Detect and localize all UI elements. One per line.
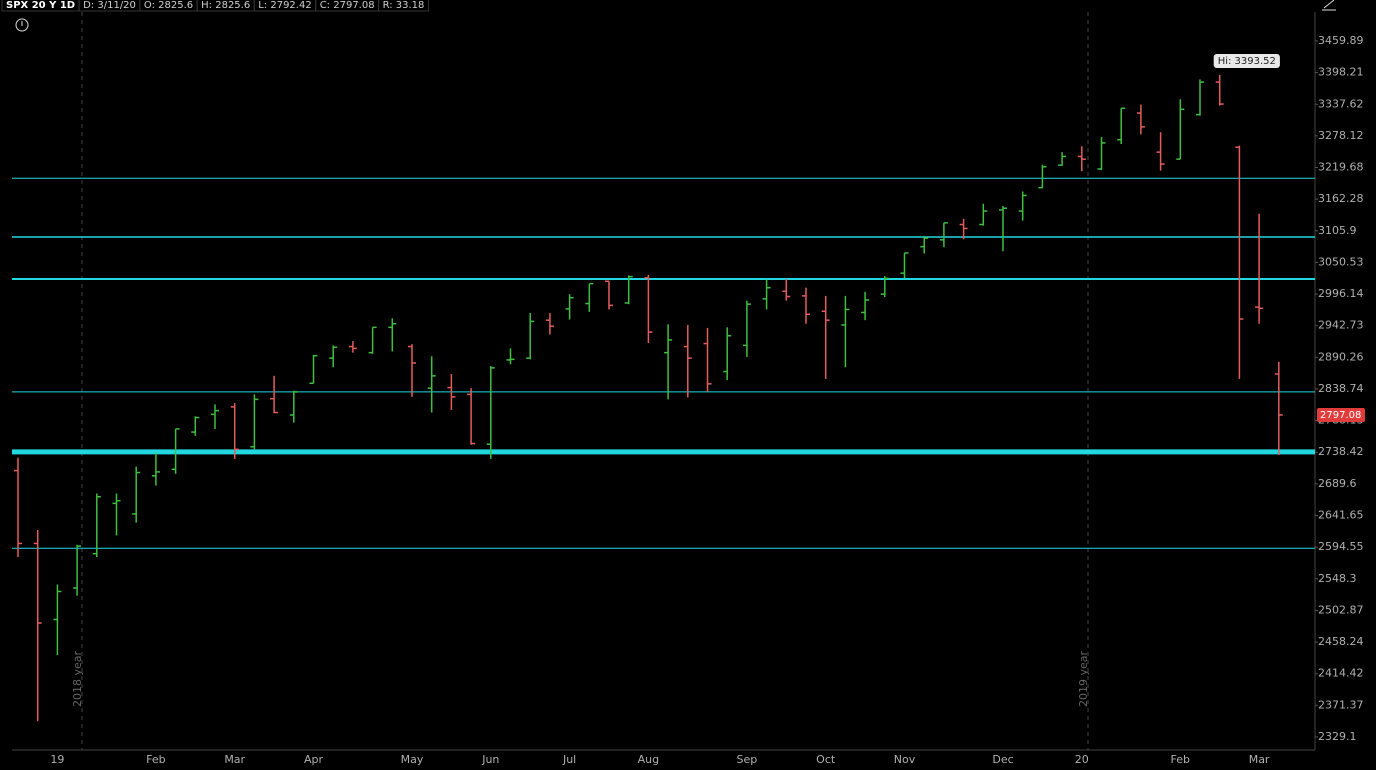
y-tick-label: 2371.37 xyxy=(1318,698,1364,711)
y-tick-label: 3459.89 xyxy=(1318,34,1364,47)
header-item: SPX 20 Y 1D xyxy=(6,0,75,11)
x-tick-label: Jul xyxy=(562,753,576,766)
x-tick-label: Feb xyxy=(1171,753,1190,766)
y-tick-label: 3398.21 xyxy=(1318,66,1364,79)
x-tick-label: Aug xyxy=(638,753,659,766)
last-price-box xyxy=(1317,407,1365,422)
y-tick-label: 3050.53 xyxy=(1318,255,1364,268)
header: SPX 20 Y 1D D: 3/11/20 O: 2825.6 H: 2825.6 L… xyxy=(1,0,429,12)
x-tick-label: Feb xyxy=(146,753,165,766)
x-tick-label: Dec xyxy=(992,753,1013,766)
header-item: R: 33.18 xyxy=(383,0,425,11)
x-tick-label: Mar xyxy=(1249,753,1270,766)
y-tick-label: 2641.65 xyxy=(1318,509,1364,522)
y-tick-label: 3162.28 xyxy=(1318,192,1364,205)
y-tick-label: 2594.55 xyxy=(1318,540,1364,553)
x-tick-label: May xyxy=(401,753,424,766)
y-tick-label: 3105.9 xyxy=(1318,224,1357,237)
header-item: O: 2825.6 xyxy=(144,0,193,11)
x-tick-label: Apr xyxy=(304,753,324,766)
x-tick-label: Oct xyxy=(816,753,836,766)
y-tick-label: 2502.87 xyxy=(1318,603,1364,616)
header-item: C: 2797.08 xyxy=(320,0,375,11)
x-tick-label: Jun xyxy=(481,753,499,766)
y-tick-label: 3219.68 xyxy=(1318,161,1364,174)
y-tick-label: 2329.1 xyxy=(1318,730,1357,743)
x-tick-label: Mar xyxy=(224,753,245,766)
high-label: Hi: 3393.52 xyxy=(1218,56,1276,67)
y-tick-label: 3278.12 xyxy=(1318,129,1364,142)
x-tick-label: 19 xyxy=(50,753,64,766)
header-item: L: 2792.42 xyxy=(258,0,311,11)
x-tick-label: Sep xyxy=(737,753,758,766)
header-item: H: 2825.6 xyxy=(201,0,250,11)
header-box xyxy=(378,0,429,12)
y-tick-label: 2838.74 xyxy=(1318,382,1364,395)
y-tick-label: 3337.62 xyxy=(1318,97,1364,110)
year-label: 2018 year xyxy=(71,650,84,707)
y-tick-label: 2458.24 xyxy=(1318,635,1364,648)
x-tick-label: 20 xyxy=(1075,753,1089,766)
y-tick-label: 2414.42 xyxy=(1318,667,1364,680)
year-label: 2019 year xyxy=(1077,650,1090,707)
y-tick-label: 2548.3 xyxy=(1318,572,1357,585)
y-tick-label: 2996.14 xyxy=(1318,287,1364,300)
x-tick-label: Nov xyxy=(894,753,916,766)
info-icon[interactable] xyxy=(15,18,29,32)
y-tick-label: 2738.42 xyxy=(1318,445,1364,458)
draw-tool-icon[interactable] xyxy=(1322,0,1336,11)
high-label-box xyxy=(1213,54,1280,69)
header-item: D: 3/11/20 xyxy=(83,0,136,11)
y-tick-label: 2890.26 xyxy=(1318,350,1364,363)
last-price: 2797.08 xyxy=(1320,410,1361,421)
y-tick-label: 2689.6 xyxy=(1318,477,1357,490)
y-tick-label: 2942.73 xyxy=(1318,319,1364,332)
